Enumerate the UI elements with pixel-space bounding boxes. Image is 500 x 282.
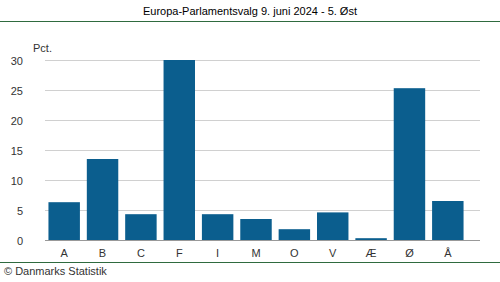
- title: Europa-Parlamentsvalg 9. juni 2024 - 5. …: [143, 5, 357, 17]
- bar: [317, 212, 348, 240]
- y-tick-label: 30: [11, 55, 23, 67]
- y-tick-label: 10: [11, 175, 23, 187]
- bar: [125, 214, 156, 240]
- x-tick-label: V: [329, 247, 337, 259]
- y-tick-label: 20: [11, 115, 23, 127]
- bars: [48, 60, 463, 240]
- y-axis-label: Pct.: [33, 42, 52, 54]
- x-tick-label: F: [176, 247, 183, 259]
- bar: [164, 60, 195, 240]
- bar: [48, 202, 79, 240]
- y-tick-label: 15: [11, 145, 23, 157]
- bar: [87, 159, 118, 240]
- x-tick-label: A: [61, 247, 69, 259]
- x-tick-label: O: [290, 247, 299, 259]
- y-tick-label: 5: [17, 205, 23, 217]
- y-tick-label: 0: [17, 235, 23, 247]
- bar: [355, 238, 386, 240]
- bar: [394, 88, 425, 240]
- x-tick-label: Æ: [366, 247, 377, 259]
- x-tick-label: M: [251, 247, 260, 259]
- header-rule: [0, 21, 500, 22]
- x-tick-label: Ø: [405, 247, 414, 259]
- chart: Europa-Parlamentsvalg 9. juni 2024 - 5. …: [0, 0, 500, 282]
- x-tick-label: B: [99, 247, 106, 259]
- bar: [202, 214, 233, 240]
- x-tick-label: Å: [444, 247, 452, 259]
- x-tick-label: I: [216, 247, 219, 259]
- y-tick-label: 25: [11, 85, 23, 97]
- x-tick-label: C: [137, 247, 145, 259]
- footer-rule: [0, 262, 500, 263]
- bar: [432, 201, 463, 240]
- bar: [279, 229, 310, 240]
- grid-line: [45, 60, 480, 61]
- grid-line: [45, 240, 480, 241]
- source: © Danmarks Statistik: [4, 265, 107, 277]
- bar: [240, 219, 271, 240]
